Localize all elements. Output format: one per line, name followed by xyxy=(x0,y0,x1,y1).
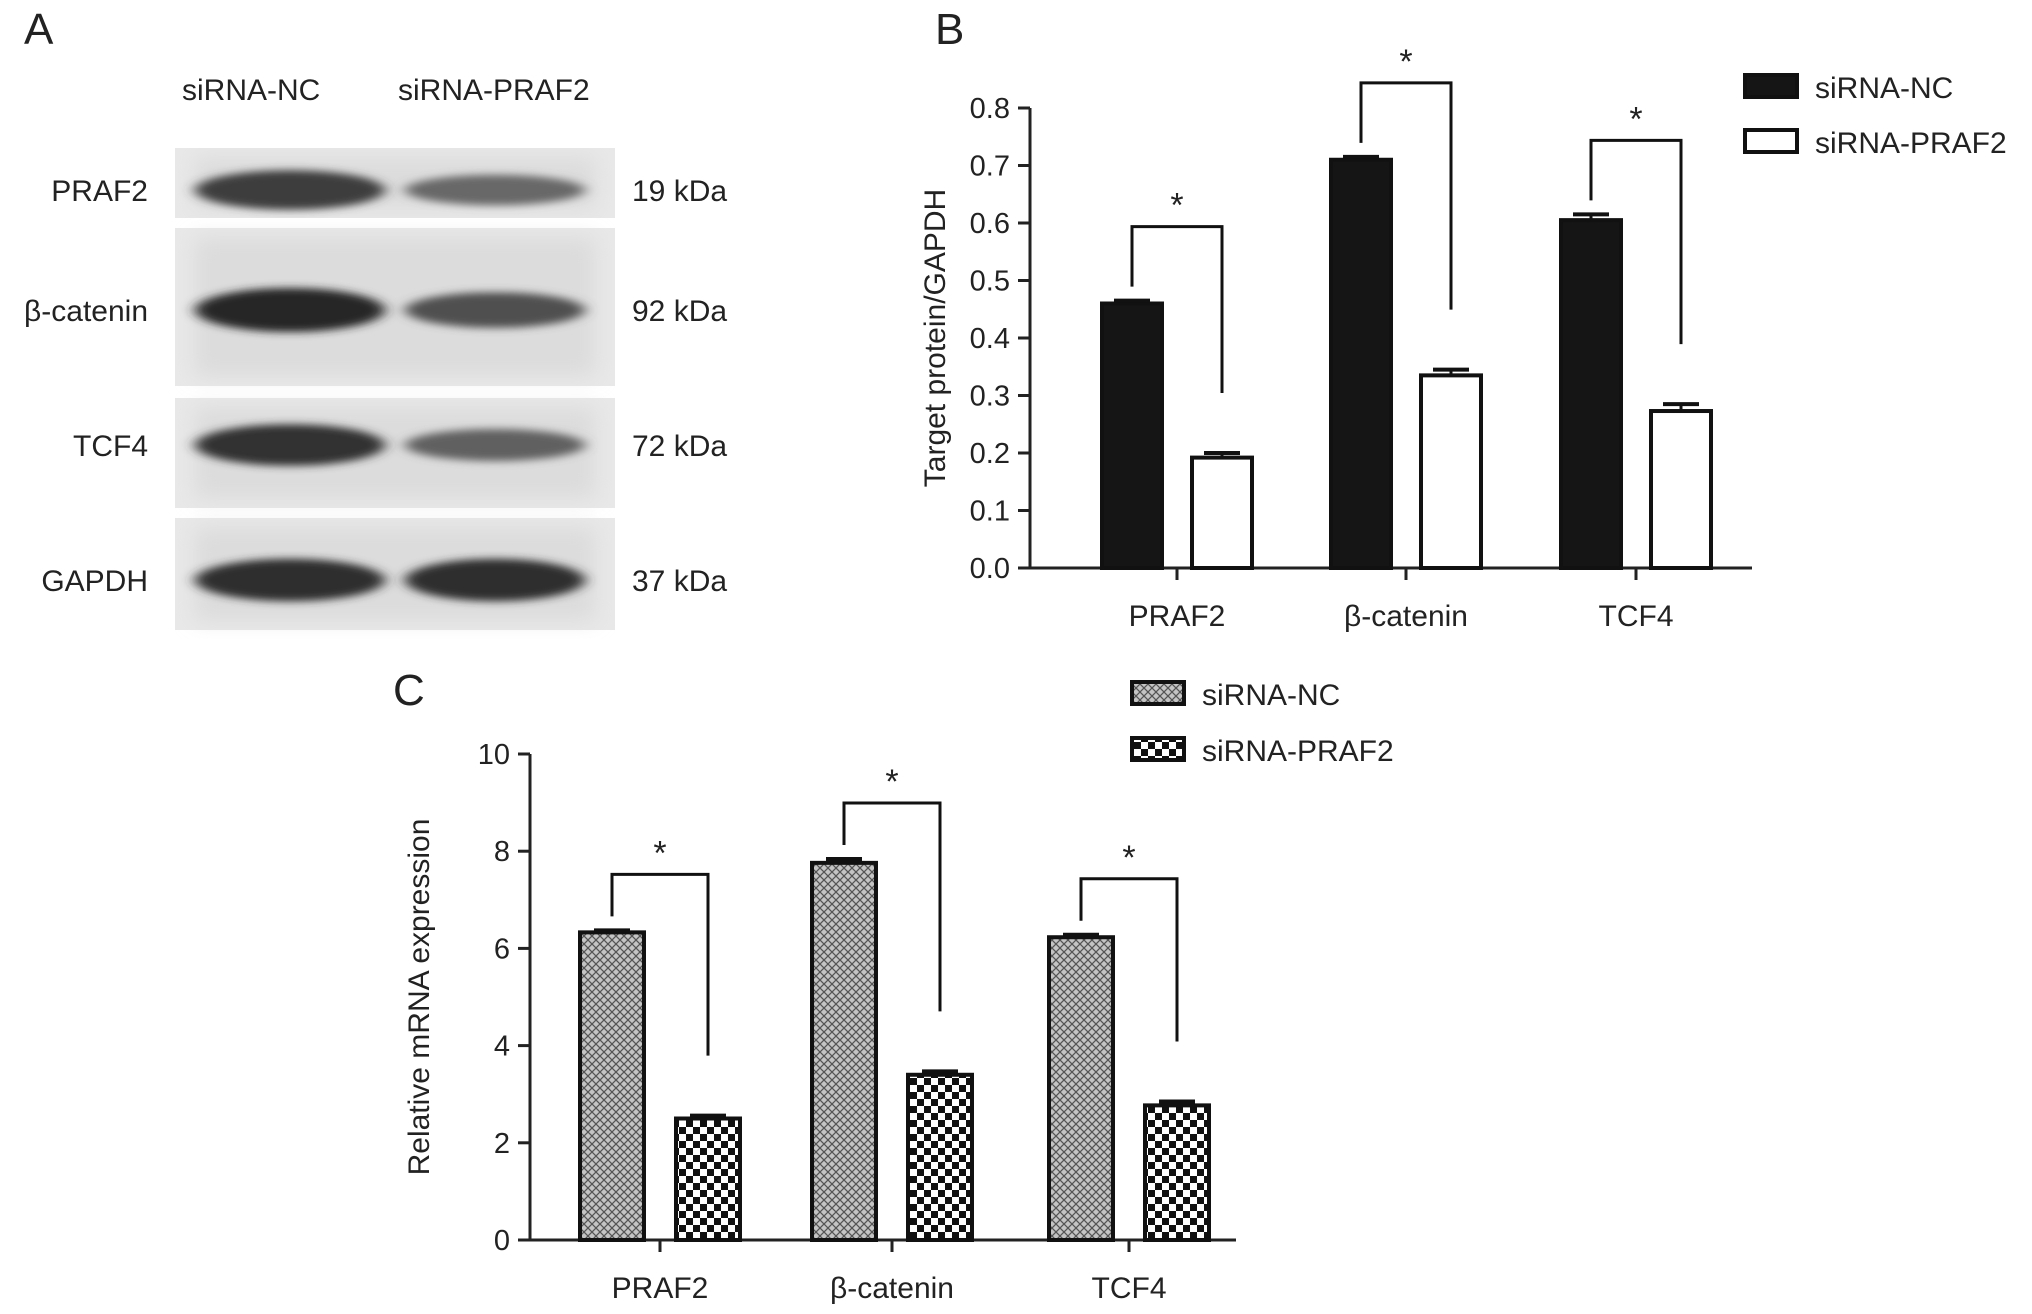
blot-kda-label: 72 kDa xyxy=(632,430,727,463)
y-tick-label: 0.5 xyxy=(970,266,1010,298)
x-tick-label: β-catenin xyxy=(830,1272,954,1305)
significance-bracket xyxy=(842,801,942,1012)
x-tick-label: PRAF2 xyxy=(612,1272,709,1305)
bar-sirna-praf2 xyxy=(1143,1103,1211,1243)
y-tick-label: 0.7 xyxy=(970,151,1010,183)
blot-row: GAPDH 37 kDa xyxy=(41,518,727,630)
x-tick-label: β-catenin xyxy=(1344,600,1468,633)
blot-row: PRAF2 19 kDa xyxy=(51,148,727,218)
y-tick-label: 6 xyxy=(494,933,510,965)
significance-star: * xyxy=(653,834,666,872)
y-tick-label: 2 xyxy=(494,1128,510,1160)
significance-star: * xyxy=(1122,839,1135,877)
panel-a-western-blot: A siRNA-NC siRNA-PRAF2 PRAF2 19 kDa β-cate… xyxy=(24,5,727,630)
significance-star: * xyxy=(1399,43,1412,81)
significance-bracket xyxy=(1130,225,1224,393)
y-tick-label: 0.6 xyxy=(970,208,1010,240)
band-sirna-praf2 xyxy=(405,429,585,461)
legend-swatch xyxy=(1130,680,1186,706)
bar-sirna-praf2 xyxy=(906,1072,974,1243)
band-sirna-praf2 xyxy=(405,174,585,206)
y-tick-label: 8 xyxy=(494,836,510,868)
blot-protein-label: β-catenin xyxy=(24,295,148,328)
legend-label: siRNA-NC xyxy=(1202,679,1340,712)
blot-row: β-catenin 92 kDa xyxy=(24,228,727,386)
bar-sirna-praf2 xyxy=(1419,373,1483,570)
significance-star: * xyxy=(1170,187,1183,225)
y-tick-label: 10 xyxy=(478,739,510,771)
y-axis-label: Relative mRNA expression xyxy=(403,819,436,1176)
legend-label: siRNA-PRAF2 xyxy=(1815,127,2007,160)
x-tick-label: PRAF2 xyxy=(1129,600,1226,633)
blot-kda-label: 37 kDa xyxy=(632,565,727,598)
y-axis-label: Target protein/GAPDH xyxy=(919,189,952,487)
significance-star: * xyxy=(1629,100,1642,138)
y-tick-label: 0.1 xyxy=(970,496,1010,528)
blot-row: TCF4 72 kDa xyxy=(73,398,727,508)
panel-a-letter: A xyxy=(24,5,54,54)
lane-label-nc: siRNA-NC xyxy=(182,74,320,107)
panel-c-letter: C xyxy=(393,666,425,715)
legend-swatch xyxy=(1130,736,1186,762)
bar-sirna-nc xyxy=(578,930,646,1242)
y-tick-label: 0.4 xyxy=(970,323,1010,355)
significance-bracket xyxy=(1359,81,1453,310)
band-sirna-nc xyxy=(195,288,385,332)
panel-c-mrna-chart: C 0 2 4 6 8 10 Relative mRNA expression PRAF2 * β… xyxy=(393,666,1394,1305)
significance-bracket xyxy=(610,872,710,1056)
band-sirna-praf2 xyxy=(405,558,585,602)
band-sirna-nc xyxy=(195,424,385,466)
legend-swatch xyxy=(1743,73,1799,99)
band-sirna-nc xyxy=(195,170,385,210)
blot-protein-label: PRAF2 xyxy=(51,175,148,208)
bar-sirna-nc xyxy=(1047,935,1115,1242)
significance-bracket xyxy=(1079,877,1179,1042)
bar-sirna-nc xyxy=(1329,157,1393,570)
y-tick-label: 0.3 xyxy=(970,381,1010,413)
x-tick-label: TCF4 xyxy=(1599,600,1674,633)
bar-sirna-nc xyxy=(1100,301,1164,570)
y-tick-label: 0 xyxy=(494,1225,510,1257)
blot-protein-label: TCF4 xyxy=(73,430,148,463)
band-sirna-praf2 xyxy=(405,292,585,328)
blot-protein-label: GAPDH xyxy=(41,565,148,598)
bar-sirna-nc xyxy=(810,860,878,1242)
lane-label-praf2: siRNA-PRAF2 xyxy=(398,74,590,107)
y-tick-label: 4 xyxy=(494,1031,510,1063)
blot-kda-label: 92 kDa xyxy=(632,295,727,328)
bar-sirna-praf2 xyxy=(1190,455,1254,571)
legend-swatch xyxy=(1743,128,1799,154)
bar-sirna-praf2 xyxy=(1649,409,1713,570)
legend-label: siRNA-PRAF2 xyxy=(1202,735,1394,768)
y-tick-label: 0.2 xyxy=(970,438,1010,470)
bar-sirna-nc xyxy=(1559,218,1623,570)
panel-b-protein-chart: B 0.0 0.1 0.2 0.3 0.4 0.5 0.6 0.7 0.8 Target prot… xyxy=(919,5,2007,633)
y-tick-label: 0.0 xyxy=(970,553,1010,585)
bar-sirna-praf2 xyxy=(674,1116,742,1242)
blot-kda-label: 19 kDa xyxy=(632,175,727,208)
band-sirna-nc xyxy=(195,558,385,602)
x-tick-label: TCF4 xyxy=(1092,1272,1167,1305)
significance-star: * xyxy=(885,763,898,801)
significance-bracket xyxy=(1589,138,1683,345)
legend-label: siRNA-NC xyxy=(1815,72,1953,105)
panel-b-letter: B xyxy=(935,5,964,54)
y-tick-label: 0.8 xyxy=(970,93,1010,125)
